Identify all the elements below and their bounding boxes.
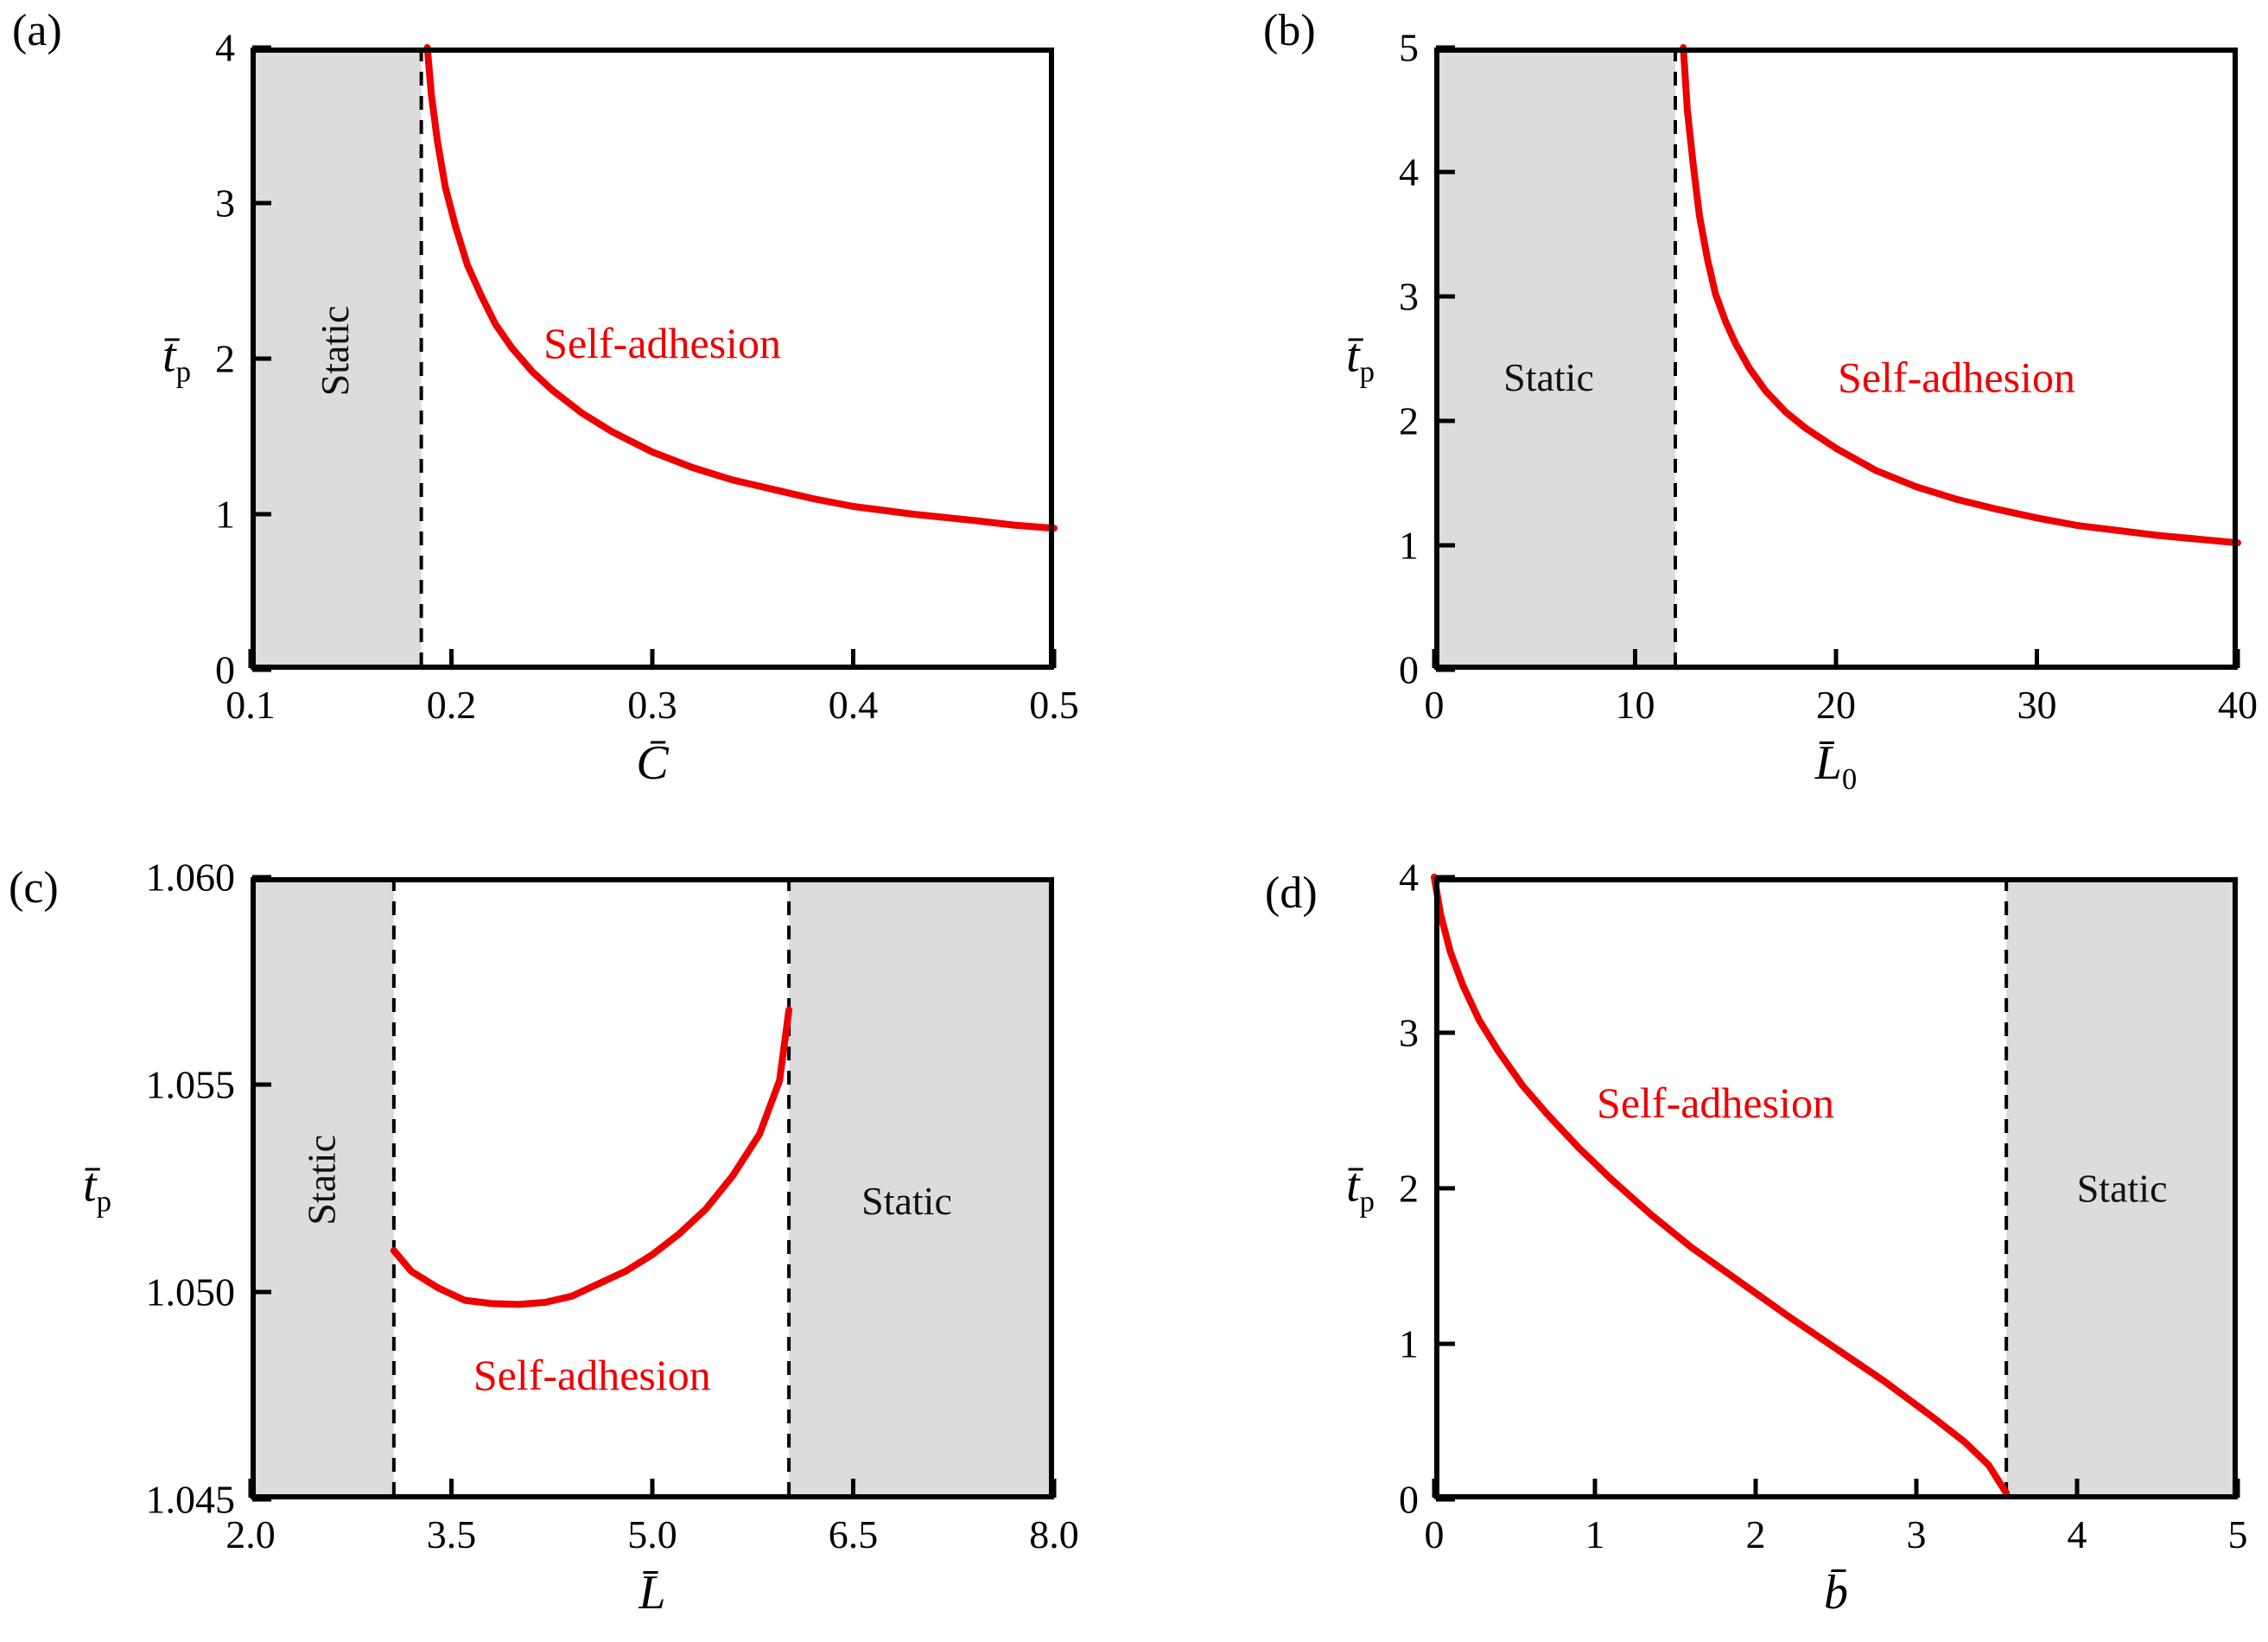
region-label: Static (2077, 1167, 2168, 1211)
panel-label-c: (c) (9, 863, 59, 913)
region-label: Self-adhesion (1838, 353, 2075, 402)
curve-phase-boundary (1431, 874, 2011, 1497)
panel-label-a: (a) (12, 6, 62, 55)
plot-area: Static Self-adhesion (248, 44, 1058, 672)
x-tick-label: 1 (1585, 1512, 1605, 1556)
curve-phase-boundary (423, 44, 1058, 532)
region-label: Static (313, 306, 357, 397)
y-tick-label: 0 (1399, 647, 1419, 692)
panel-label-b: (b) (1263, 6, 1316, 55)
static-region (2006, 877, 2238, 1499)
y-axis-label: t̄p (83, 1157, 111, 1219)
panel-b: (b) t̄p Static Self-adhesion L̄0 0 10 20 30 4… (1134, 0, 2268, 821)
x-tick-label: 0 (1424, 1512, 1445, 1556)
y-tick-label: 3 (215, 181, 235, 226)
panel-label-d: (d) (1265, 869, 1318, 918)
y-axis-label-sub: p (1359, 354, 1375, 389)
plot-area: Static Self-adhesion Static (248, 875, 1057, 1502)
x-tick-label: 10 (1615, 683, 1655, 727)
x-axis-label-base: b̄ (1824, 1566, 1848, 1620)
y-tick-label: 0 (1399, 1477, 1419, 1522)
y-tick-label: 3 (1399, 1010, 1419, 1055)
static-region (251, 877, 394, 1499)
region-label: Self-adhesion (1597, 1079, 1834, 1127)
x-tick-label: 5 (2227, 1512, 2248, 1556)
x-axis-label: b̄ (1824, 1565, 1848, 1626)
x-tick-label: 4 (2067, 1512, 2087, 1556)
panel-d: (d) t̄p Self-adhesion Static b̄ 0 1 2 3 4 5 0 1 2… (1134, 821, 2268, 1642)
x-tick-label: 30 (2017, 683, 2057, 727)
y-axis-label-base: t̄ (162, 328, 176, 383)
x-tick-label: 2 (1745, 1512, 1766, 1556)
x-tick-label: 3 (1906, 1512, 1927, 1556)
static-region (789, 877, 1054, 1499)
x-axis-label-base: L̄ (638, 1566, 666, 1620)
static-region (251, 48, 422, 670)
y-axis-label-sub: p (96, 1184, 111, 1219)
y-axis-label: t̄p (1346, 328, 1375, 389)
static-region (1434, 48, 1675, 670)
plot-area: Static Self-adhesion (1432, 44, 2241, 672)
x-tick-label: 0.3 (627, 683, 677, 727)
x-tick-label: 5.0 (627, 1512, 677, 1556)
y-tick-label: 1.050 (145, 1270, 236, 1314)
x-axis-label: L̄0 (1815, 735, 1858, 797)
y-tick-label: 5 (1399, 25, 1419, 70)
x-axis-label-base: C̄ (636, 736, 669, 790)
y-tick-label: 4 (1399, 150, 1419, 194)
x-tick-label: 0 (1424, 683, 1445, 727)
y-tick-label: 1 (215, 492, 235, 537)
y-tick-label: 2 (1399, 398, 1419, 443)
y-axis-label: t̄p (1346, 1157, 1375, 1219)
x-tick-label: 0.2 (426, 683, 477, 727)
x-tick-label: 6.5 (828, 1512, 879, 1556)
plot-frame (251, 48, 1054, 670)
x-tick-label: 20 (1816, 683, 1856, 727)
x-axis-label-sub: 0 (1841, 762, 1858, 797)
y-axis-label-sub: p (175, 354, 191, 389)
y-tick-label: 0 (215, 647, 235, 692)
y-tick-label: 1.055 (145, 1062, 236, 1107)
panel-c: (c) t̄p Static Self-adhesion Static L̄ 2.0… (0, 821, 1134, 1642)
plot-frame (1434, 48, 2238, 670)
y-tick-label: 4 (1399, 855, 1419, 900)
curve-phase-boundary (1680, 44, 2241, 547)
y-tick-label: 1 (1399, 1321, 1419, 1366)
x-axis-label-base: L̄ (1814, 736, 1842, 790)
x-tick-label: 0.5 (1029, 683, 1079, 727)
x-axis-label: C̄ (636, 735, 668, 797)
y-axis-label-base: t̄ (1346, 1158, 1360, 1212)
y-tick-label: 1.045 (145, 1477, 236, 1522)
curve-phase-boundary (390, 1006, 793, 1308)
x-tick-label: 2.0 (226, 1512, 276, 1556)
y-tick-label: 2 (215, 336, 235, 381)
plot-frame (1434, 877, 2238, 1499)
y-tick-label: 4 (215, 25, 235, 70)
x-tick-label: 3.5 (426, 1512, 477, 1556)
y-axis-label-sub: p (1359, 1184, 1375, 1219)
region-label: Static (1503, 355, 1594, 399)
region-label: Self-adhesion (543, 319, 781, 367)
y-tick-label: 2 (1399, 1166, 1419, 1211)
x-tick-label: 0.1 (226, 683, 276, 727)
y-axis-label-base: t̄ (1346, 328, 1360, 383)
plot-area: Self-adhesion Static (1431, 874, 2240, 1502)
x-tick-label: 0.4 (828, 683, 879, 727)
x-tick-label: 8.0 (1029, 1512, 1079, 1556)
region-label: Static (861, 1179, 952, 1223)
region-label: Self-adhesion (473, 1351, 711, 1399)
x-tick-label: 40 (2218, 683, 2258, 727)
y-axis-label: t̄p (162, 328, 191, 389)
y-tick-label: 3 (1399, 274, 1419, 319)
region-label: Static (300, 1135, 344, 1225)
x-axis-label: L̄ (638, 1565, 665, 1626)
y-axis-label-base: t̄ (83, 1158, 97, 1212)
plot-frame (251, 877, 1054, 1499)
y-tick-label: 1.060 (145, 855, 236, 900)
panel-a: (a) t̄p Static Self-adhesion C̄ 0.1 0.2 0.3… (0, 0, 1134, 821)
y-tick-label: 1 (1399, 523, 1419, 568)
